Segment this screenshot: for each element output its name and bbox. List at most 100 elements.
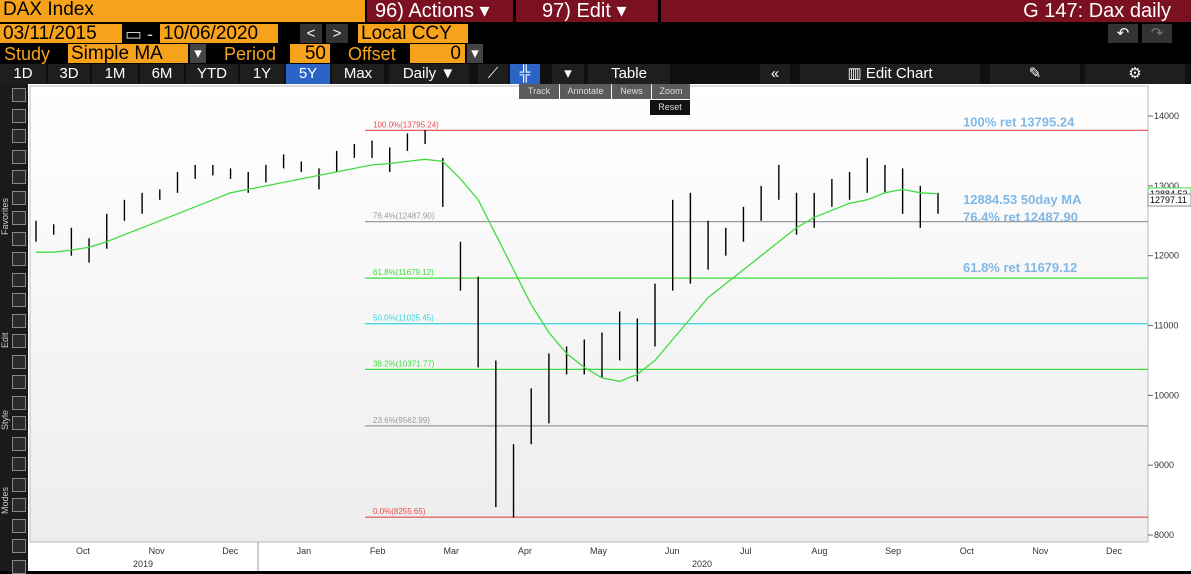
tool-icon[interactable] xyxy=(12,108,26,123)
tool-icon[interactable] xyxy=(12,477,26,492)
fib-label: 0.0%(8255.65) xyxy=(373,507,426,516)
edit-chart-label: Edit Chart xyxy=(865,65,933,82)
x-tick-label: Jul xyxy=(740,546,752,556)
x-tick-label: Jan xyxy=(297,546,312,556)
ticker[interactable]: DAX Index xyxy=(0,0,365,22)
tool-icon[interactable] xyxy=(12,231,26,246)
period[interactable]: 50 xyxy=(290,44,330,63)
bar-btn[interactable]: ╬ xyxy=(510,64,540,84)
tool-icon[interactable] xyxy=(12,170,26,184)
offset-drop[interactable]: ▾ xyxy=(467,44,483,63)
x-tick-label: Aug xyxy=(811,546,827,556)
redo-btn[interactable]: ↷ xyxy=(1142,24,1172,43)
offset[interactable]: 0 xyxy=(410,44,465,63)
tool-icon[interactable] xyxy=(12,252,26,266)
currency[interactable]: Local CCY xyxy=(358,24,468,43)
price-tag-box xyxy=(1147,193,1191,207)
range-btn[interactable]: YTD xyxy=(186,64,238,84)
end-date[interactable]: 10/06/2020 xyxy=(160,24,278,43)
tool-icon[interactable] xyxy=(12,436,26,451)
sidebar-label: Style xyxy=(0,409,10,430)
draw-btn[interactable]: ✎ xyxy=(990,64,1080,84)
collapse-btn[interactable]: « xyxy=(760,64,790,84)
study-label: Study xyxy=(4,44,51,64)
y-tick-label: 10000 xyxy=(1154,390,1179,400)
fib-label: 50.0%(11025.45) xyxy=(373,314,434,323)
tool-icon[interactable] xyxy=(12,211,26,225)
tool-icon[interactable] xyxy=(12,539,26,553)
x-tick-label: Dec xyxy=(1106,546,1123,556)
start-date[interactable]: 03/11/2015 xyxy=(0,24,122,43)
float-menu-item[interactable]: News xyxy=(612,84,651,99)
tool-icon[interactable] xyxy=(12,190,26,205)
y-tick-label: 13000 xyxy=(1154,181,1179,191)
x-tick-label: Nov xyxy=(149,546,166,556)
range-btn[interactable]: Max xyxy=(332,64,384,84)
sidebar-label: Edit xyxy=(0,332,10,348)
tool-icon[interactable] xyxy=(12,559,26,574)
year-label: 2019 xyxy=(133,559,153,569)
undo-btn[interactable]: ↶ xyxy=(1108,24,1138,43)
tool-icon[interactable] xyxy=(12,354,26,369)
x-tick-label: Mar xyxy=(443,546,459,556)
offset-label: Offset xyxy=(348,44,396,64)
tool-icon[interactable] xyxy=(12,129,26,143)
float-menu-item[interactable]: Annotate xyxy=(560,84,611,99)
prev-btn[interactable]: < xyxy=(300,24,322,43)
tool-icon[interactable] xyxy=(12,334,26,348)
year-label: 2020 xyxy=(692,559,712,569)
range-btn[interactable]: 3D xyxy=(48,64,90,84)
fib-label: 76.4%(12487.90) xyxy=(373,212,435,221)
range-btn[interactable]: 6M xyxy=(140,64,184,84)
tool-icon[interactable] xyxy=(12,375,26,389)
tool-icon[interactable] xyxy=(12,313,26,328)
x-tick-label: Oct xyxy=(960,546,975,556)
range-btn[interactable]: 5Y xyxy=(286,64,330,84)
period-label: Period xyxy=(224,44,277,64)
range-btn[interactable]: 1Y xyxy=(240,64,284,84)
y-tick-label: 14000 xyxy=(1154,111,1179,121)
next-btn[interactable]: > xyxy=(326,24,348,43)
x-tick-label: Jun xyxy=(665,546,680,556)
x-tick-label: Oct xyxy=(76,546,91,556)
tool-icon[interactable] xyxy=(12,457,26,471)
settings-btn[interactable]: ⚙ xyxy=(1085,64,1185,84)
actions-menu[interactable]: 96) Actions ▾ xyxy=(367,0,513,22)
fib-label: 61.8%(11679.12) xyxy=(373,268,434,277)
tool-icon[interactable] xyxy=(12,293,26,307)
float-menu-item[interactable]: Zoom xyxy=(652,84,690,99)
price-tag: 12797.11 xyxy=(1150,195,1187,205)
float-menu-item[interactable]: Track xyxy=(519,84,559,99)
tool-icon[interactable] xyxy=(12,149,26,164)
edit-chart-btn[interactable]: ▥ Edit Chart xyxy=(800,64,980,84)
range-btn[interactable]: 1M xyxy=(92,64,138,84)
edit-menu[interactable]: 97) Edit ▾ xyxy=(516,0,658,22)
sidebar-label: Favorites xyxy=(0,197,10,235)
float-menu-item[interactable]: Reset xyxy=(650,100,690,115)
x-tick-label: May xyxy=(590,546,608,556)
frequency[interactable]: Daily ▼ xyxy=(389,64,469,84)
tool-icon[interactable] xyxy=(12,518,26,533)
annotation: 12884.53 50day MA xyxy=(963,192,1082,207)
line-btn[interactable]: ⟋ xyxy=(478,64,508,84)
x-tick-label: Apr xyxy=(518,546,532,556)
tool-icon[interactable] xyxy=(12,272,26,287)
study[interactable]: Simple MA xyxy=(68,44,188,63)
moving-average xyxy=(36,158,939,383)
range-btn[interactable]: 1D xyxy=(0,64,46,84)
tool-icon[interactable] xyxy=(12,395,26,410)
table-btn[interactable]: Table xyxy=(588,64,670,84)
tool-icon[interactable] xyxy=(12,88,26,102)
tool-icon[interactable] xyxy=(12,416,26,430)
study-drop[interactable]: ▾ xyxy=(190,44,206,63)
edit-label: 97) Edit xyxy=(542,0,611,22)
tool-icon[interactable] xyxy=(12,498,26,512)
type-drop[interactable]: ▾ xyxy=(552,64,584,84)
annotation: 100% ret 13795.24 xyxy=(963,114,1075,129)
x-tick-label: Feb xyxy=(370,546,386,556)
fib-label: 23.6%(9562.99) xyxy=(373,416,430,425)
fib-label: 38.2%(10371.77) xyxy=(373,359,435,368)
sidebar-label: Modes xyxy=(0,486,10,514)
chart-name: G 147: Dax daily xyxy=(661,0,1191,22)
